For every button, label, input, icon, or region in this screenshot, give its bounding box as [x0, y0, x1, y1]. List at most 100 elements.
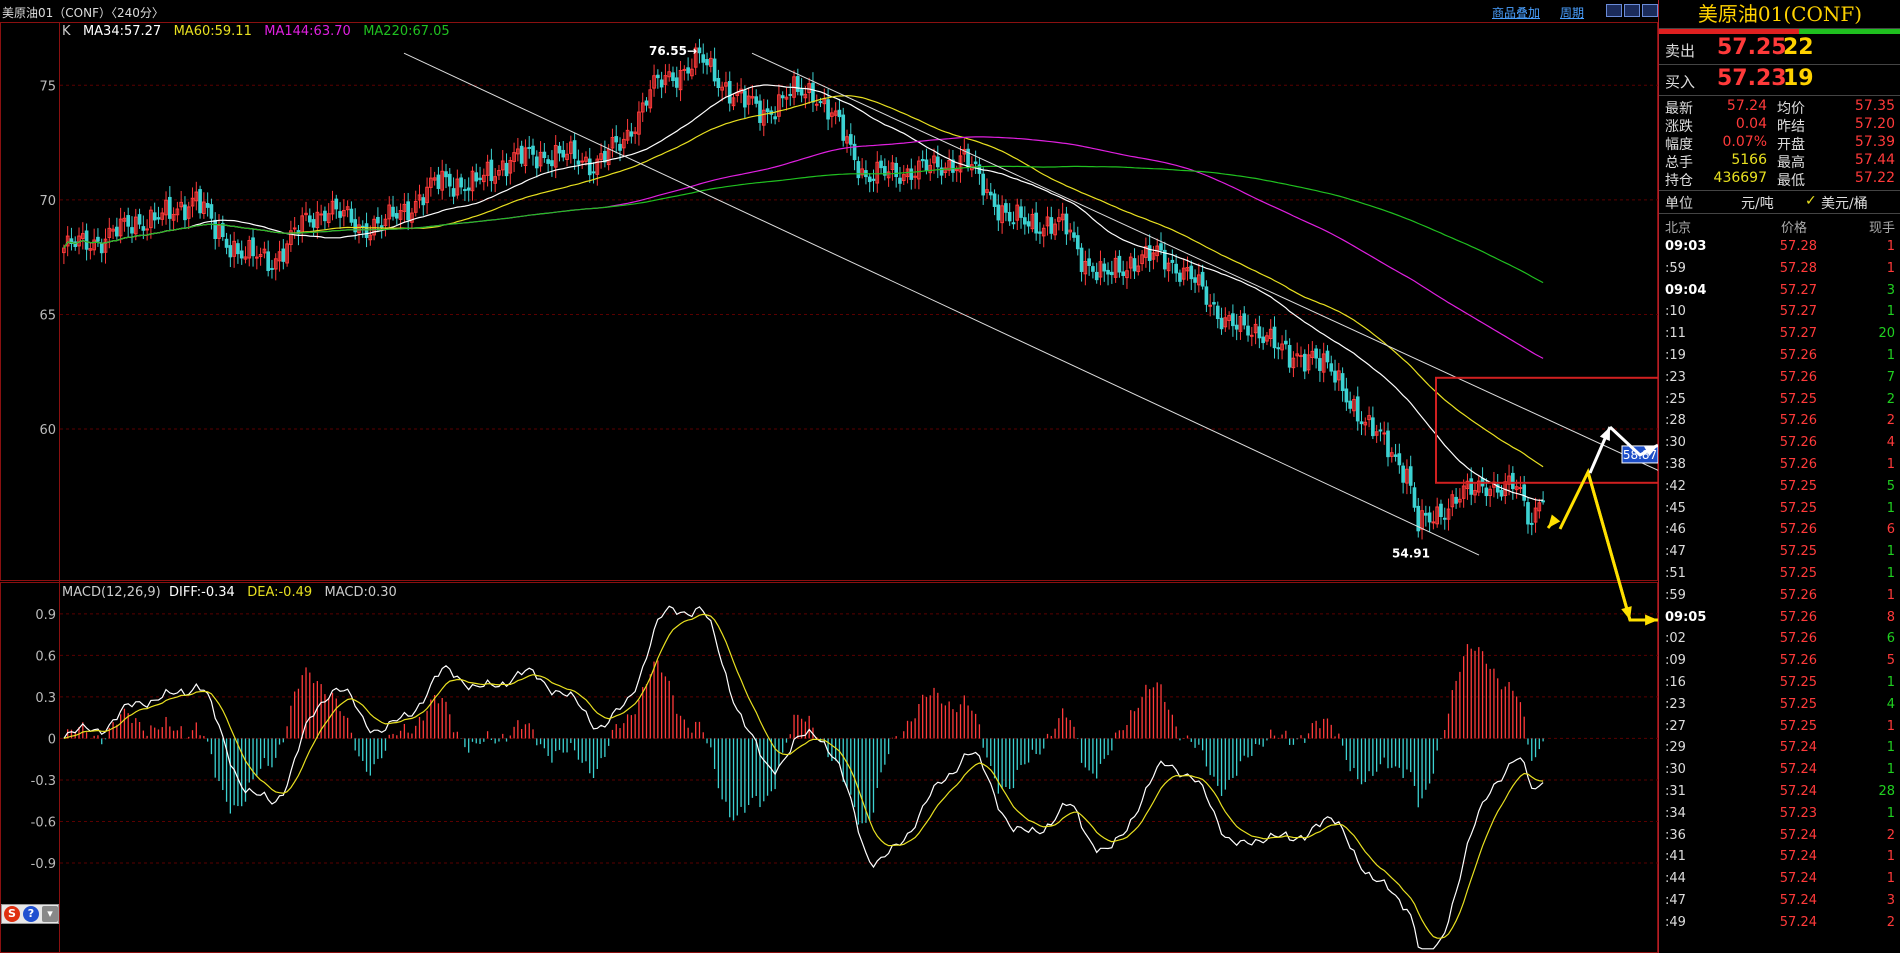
candle-body [708, 57, 713, 67]
candle-body [69, 238, 74, 245]
candle-body [512, 152, 516, 162]
candle-body [103, 238, 108, 253]
candle-body [924, 159, 929, 171]
candle-body [1147, 245, 1152, 261]
candle-body [307, 215, 312, 223]
help-icon[interactable]: ? [23, 906, 39, 922]
sogou-icon[interactable]: S [4, 906, 20, 922]
unit-label: 单位 [1665, 196, 1693, 212]
ime-toolbar[interactable]: S ? ▾ [1, 904, 59, 924]
tick-row: :23 57.25 4 [1659, 694, 1900, 716]
candle-body [372, 218, 376, 236]
candle-body [175, 208, 180, 216]
unit-value[interactable]: 元/吨 [1741, 196, 1774, 212]
tick-row: :27 57.25 1 [1659, 716, 1900, 738]
candle-body [1272, 326, 1277, 349]
candle-body [1242, 313, 1247, 326]
candle-body [1253, 323, 1258, 334]
candle-body [618, 143, 622, 151]
tick-volume: 1 [1886, 566, 1895, 581]
stat-label: 昨结 [1777, 119, 1805, 135]
tick-row: :44 57.24 1 [1659, 868, 1900, 890]
candle-body [255, 256, 259, 259]
candle-body [1284, 340, 1288, 345]
tick-row: :34 57.23 1 [1659, 803, 1900, 825]
tick-volume: 4 [1886, 696, 1895, 712]
tick-time: :23 [1665, 696, 1686, 712]
candle-body [561, 149, 566, 158]
candle-body [833, 110, 838, 116]
tick-header: 北京 价格 现手 [1659, 214, 1900, 236]
candle-body [1321, 353, 1326, 373]
stat-label: 均价 [1777, 101, 1805, 117]
period-link[interactable]: 周期 [1560, 6, 1585, 20]
candle-body [179, 201, 183, 208]
candle-body [1022, 217, 1027, 225]
yellow-arrow-down-head [1621, 606, 1632, 620]
candle-body [1352, 398, 1356, 412]
macd-label: MACD(12,26,9) [62, 585, 161, 600]
tick-price: 57.24 [1779, 893, 1817, 908]
maximize-icon[interactable] [1624, 4, 1640, 17]
close-icon[interactable] [1642, 4, 1658, 17]
candle-body [202, 201, 206, 215]
candle-body [1511, 472, 1515, 490]
candle-body [852, 143, 857, 161]
unit-alt[interactable]: 美元/桶 [1821, 196, 1868, 212]
tick-price: 57.26 [1779, 348, 1817, 363]
candle-body [724, 82, 728, 87]
candle-body [1355, 396, 1360, 422]
tick-time: :47 [1665, 893, 1686, 908]
candle-body [565, 153, 569, 160]
candle-body [644, 100, 649, 106]
candle-body [319, 213, 323, 216]
candle-body [682, 68, 687, 71]
candle-body [659, 79, 664, 88]
tick-volume: 1 [1886, 675, 1895, 690]
tick-time: :31 [1665, 784, 1686, 799]
tick-price: 57.25 [1779, 675, 1817, 690]
tick-time: :11 [1665, 326, 1686, 342]
candle-body [1291, 357, 1296, 369]
tick-row: :25 57.25 2 [1659, 389, 1900, 411]
candle-body [935, 156, 940, 168]
candle-body [1053, 223, 1057, 236]
candle-body [848, 134, 853, 145]
candle-body [194, 191, 199, 202]
tick-time: :23 [1665, 369, 1686, 385]
tick-price: 57.27 [1779, 282, 1817, 298]
candle-body [115, 226, 119, 237]
candle-body [523, 147, 528, 167]
candle-body [1212, 302, 1216, 305]
candle-body [538, 151, 543, 167]
buy-sell-ratio-bar [1659, 29, 1900, 34]
candle-body [1469, 478, 1474, 495]
restore-icon[interactable] [1606, 4, 1622, 17]
candle-body [1276, 347, 1281, 350]
candle-body [504, 162, 509, 177]
candle-body [190, 197, 195, 207]
menu-icon[interactable]: ▾ [42, 906, 58, 922]
tick-time: :27 [1665, 718, 1686, 734]
candle-body [500, 160, 505, 171]
candle-body [262, 248, 267, 254]
kline-chart[interactable]: 75 70 65 60 0.9 0.6 0.3 0 -0.3 -0.6 -0.9 76.55→ 54.9… [0, 0, 1658, 953]
macd-tick-label: -0.9 [31, 857, 56, 872]
candle-body [1094, 271, 1099, 281]
candle-body [678, 69, 683, 91]
candle-body [232, 240, 236, 257]
tick-price: 57.24 [1779, 762, 1817, 778]
candle-body [553, 145, 558, 168]
stat-label: 最新 [1665, 101, 1693, 117]
tick-row: :59 57.26 1 [1659, 585, 1900, 607]
tick-price: 57.25 [1779, 391, 1817, 407]
tick-price: 57.25 [1779, 718, 1817, 734]
tick-volume: 1 [1886, 457, 1895, 472]
candle-body [508, 159, 513, 174]
trend-line-lower [403, 52, 1480, 556]
candle-body [1424, 512, 1428, 516]
candle-body [410, 212, 414, 223]
candle-body [1420, 510, 1424, 530]
candle-body [1336, 370, 1341, 381]
overlay-link[interactable]: 商品叠加 [1492, 6, 1541, 20]
